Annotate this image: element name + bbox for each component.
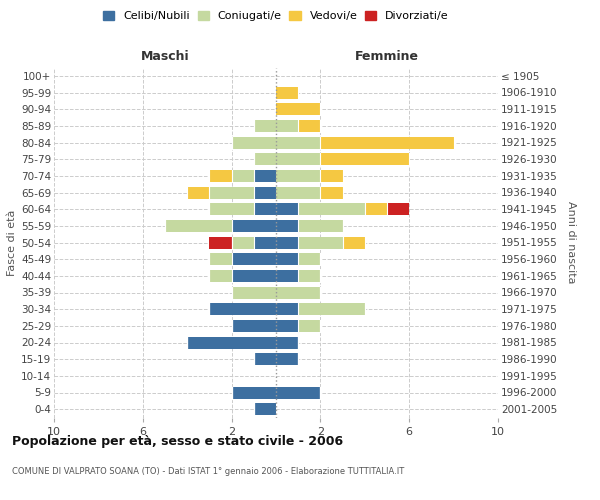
Bar xyxy=(276,153,320,165)
Bar xyxy=(276,303,298,315)
Bar xyxy=(254,236,276,248)
Bar xyxy=(209,303,276,315)
Bar xyxy=(276,103,320,115)
Bar xyxy=(254,186,276,198)
Bar xyxy=(298,270,320,282)
Bar xyxy=(343,236,365,248)
Bar xyxy=(276,353,298,365)
Bar xyxy=(276,336,298,348)
Text: Maschi: Maschi xyxy=(140,50,190,62)
Bar xyxy=(254,170,276,182)
Bar xyxy=(232,236,254,248)
Bar xyxy=(387,203,409,215)
Bar xyxy=(276,86,298,99)
Bar xyxy=(276,220,298,232)
Bar xyxy=(365,203,387,215)
Bar xyxy=(232,253,276,265)
Text: Popolazione per età, sesso e stato civile - 2006: Popolazione per età, sesso e stato civil… xyxy=(12,435,343,448)
Bar xyxy=(232,286,276,298)
Bar xyxy=(209,170,232,182)
Bar xyxy=(209,253,232,265)
Bar xyxy=(254,153,276,165)
Bar xyxy=(232,270,276,282)
Bar xyxy=(298,303,365,315)
Bar xyxy=(254,120,276,132)
Bar xyxy=(232,320,276,332)
Bar xyxy=(165,220,232,232)
Bar xyxy=(232,136,276,148)
Bar xyxy=(298,120,320,132)
Bar xyxy=(276,170,320,182)
Bar xyxy=(232,220,276,232)
Bar xyxy=(209,186,254,198)
Bar xyxy=(187,186,209,198)
Bar xyxy=(254,403,276,415)
Bar xyxy=(209,236,232,248)
Bar xyxy=(276,286,320,298)
Bar xyxy=(298,320,320,332)
Bar xyxy=(254,203,276,215)
Bar xyxy=(298,253,320,265)
Bar xyxy=(209,203,254,215)
Legend: Celibi/Nubili, Coniugati/e, Vedovi/e, Divorziati/e: Celibi/Nubili, Coniugati/e, Vedovi/e, Di… xyxy=(103,10,449,21)
Bar xyxy=(276,386,320,398)
Bar xyxy=(276,203,298,215)
Bar xyxy=(276,253,298,265)
Bar xyxy=(276,186,320,198)
Bar xyxy=(320,170,343,182)
Bar xyxy=(320,136,454,148)
Bar xyxy=(276,136,320,148)
Bar xyxy=(320,153,409,165)
Bar xyxy=(232,386,276,398)
Bar xyxy=(209,270,232,282)
Y-axis label: Anni di nascita: Anni di nascita xyxy=(566,201,575,283)
Bar xyxy=(320,186,343,198)
Bar xyxy=(254,353,276,365)
Bar xyxy=(298,203,365,215)
Y-axis label: Fasce di età: Fasce di età xyxy=(7,210,17,276)
Text: COMUNE DI VALPRATO SOANA (TO) - Dati ISTAT 1° gennaio 2006 - Elaborazione TUTTIT: COMUNE DI VALPRATO SOANA (TO) - Dati IST… xyxy=(12,468,404,476)
Bar xyxy=(232,170,254,182)
Bar xyxy=(187,336,276,348)
Bar xyxy=(276,270,298,282)
Bar xyxy=(276,236,298,248)
Bar xyxy=(276,120,298,132)
Text: Femmine: Femmine xyxy=(355,50,419,62)
Bar xyxy=(276,320,298,332)
Bar xyxy=(298,220,343,232)
Bar xyxy=(298,236,343,248)
